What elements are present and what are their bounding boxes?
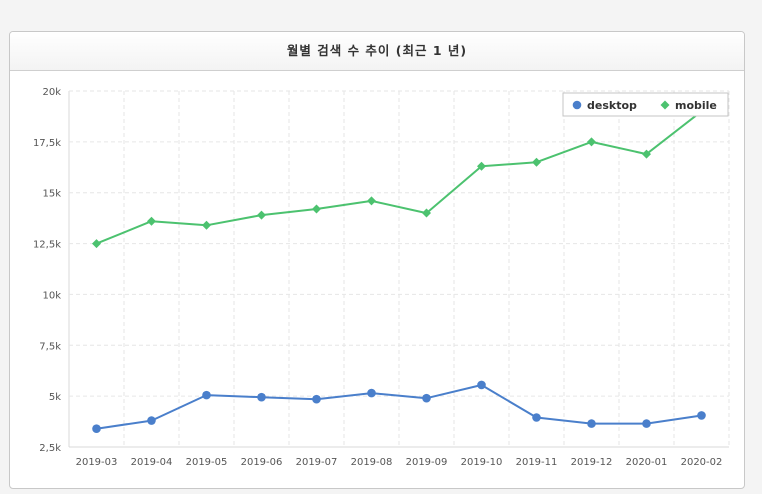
data-point-desktop [477, 380, 486, 390]
x-tick-label: 2019-03 [76, 457, 118, 468]
x-tick-label: 2020-01 [626, 457, 668, 468]
data-point-mobile [202, 220, 211, 230]
data-point-mobile [477, 161, 486, 171]
legend-box [562, 92, 729, 117]
data-point-desktop [697, 411, 706, 420]
data-point-mobile [642, 149, 651, 159]
data-point-desktop [312, 394, 321, 404]
y-tick-label: 10k [42, 290, 61, 301]
chart-title: 월별 검색 수 추이 (최근 1 년) [10, 32, 744, 71]
legend-label-mobile: mobile [675, 99, 717, 112]
data-point-desktop [642, 419, 651, 428]
legend-label-desktop: desktop [587, 99, 637, 112]
data-point-mobile [257, 210, 266, 220]
y-tick-label: 15k [42, 189, 61, 200]
data-point-desktop [532, 413, 541, 422]
data-point-mobile [312, 204, 321, 214]
series-line-desktop [96, 384, 702, 430]
y-tick-label: 12,5k [33, 240, 61, 251]
data-point-desktop [147, 416, 156, 425]
y-tick-label: 5k [49, 392, 61, 403]
x-tick-label: 2019-07 [296, 457, 338, 468]
x-tick-label: 2019-12 [571, 457, 613, 468]
data-point-desktop [587, 419, 596, 428]
legend-marker-desktop [572, 100, 582, 110]
data-point-mobile [422, 208, 431, 218]
x-tick-label: 2019-09 [406, 457, 448, 468]
series-line-mobile [96, 110, 703, 245]
x-tick-label: 2019-06 [241, 457, 283, 468]
x-tick-label: 2020-02 [681, 457, 723, 468]
y-tick-label: 17,5k [33, 138, 61, 149]
data-point-mobile [532, 157, 541, 167]
data-point-desktop [257, 392, 266, 402]
legend-marker-mobile [660, 100, 670, 110]
data-point-mobile [147, 216, 156, 226]
data-point-mobile [367, 196, 376, 206]
data-point-desktop [92, 424, 101, 433]
x-tick-label: 2019-04 [131, 457, 173, 468]
x-tick-label: 2019-11 [516, 457, 558, 468]
data-point-mobile [92, 239, 101, 249]
x-tick-label: 2019-10 [461, 457, 503, 468]
data-point-mobile [587, 137, 596, 147]
x-tick-label: 2019-08 [351, 457, 393, 468]
y-tick-label: 2,5k [39, 443, 61, 454]
data-point-desktop [367, 388, 376, 398]
data-point-desktop [202, 390, 211, 400]
x-tick-label: 2019-05 [186, 457, 228, 468]
data-point-desktop [422, 393, 431, 403]
y-tick-label: 20k [42, 87, 61, 98]
y-tick-label: 7,5k [39, 341, 61, 352]
